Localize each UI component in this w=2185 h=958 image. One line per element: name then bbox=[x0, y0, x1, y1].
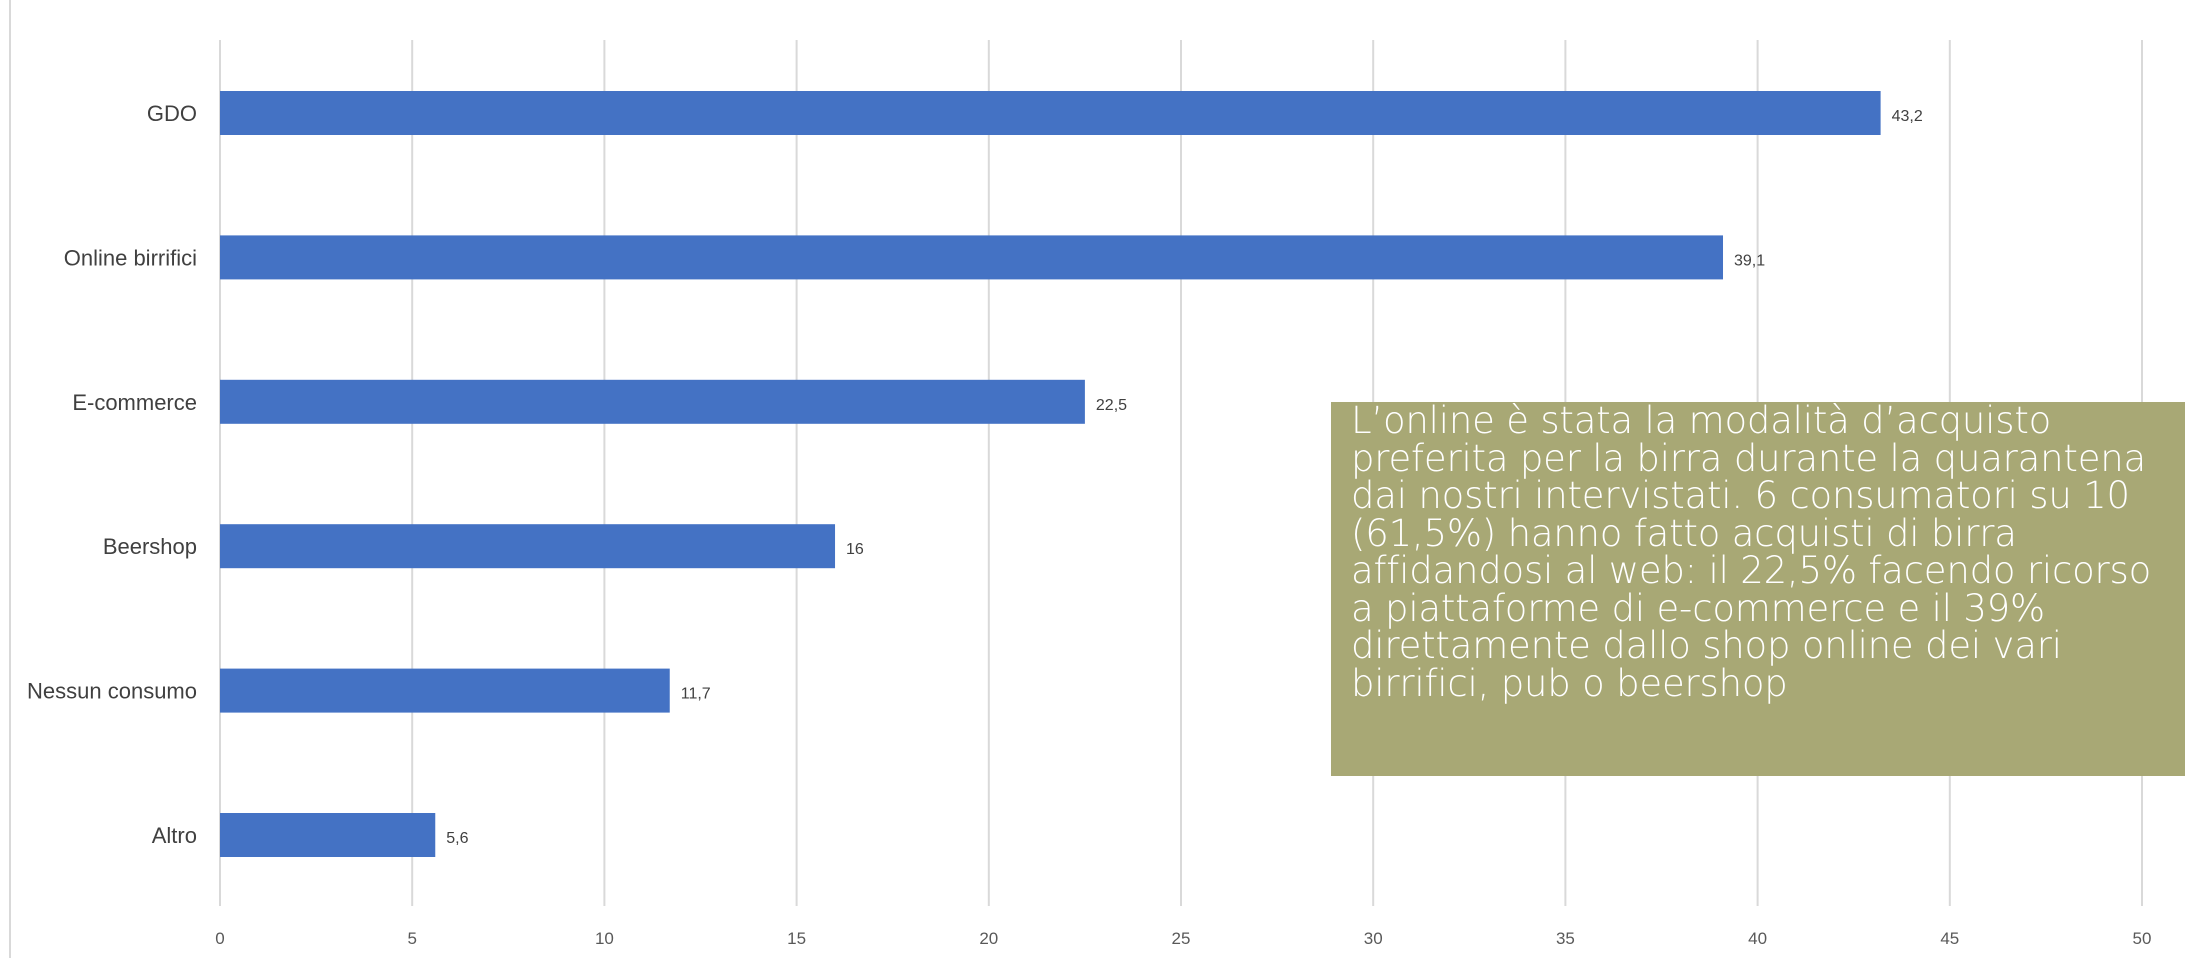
category-label: Nessun consumo bbox=[27, 679, 197, 704]
x-tick-label: 25 bbox=[1172, 929, 1191, 948]
bar bbox=[220, 379, 1085, 424]
x-tick-label: 10 bbox=[595, 929, 614, 948]
bar bbox=[220, 235, 1724, 280]
category-label: GDO bbox=[147, 101, 197, 126]
bar bbox=[220, 813, 436, 857]
callout-text: L’online è stata la modalità d’acquisto … bbox=[1351, 399, 2152, 705]
x-tick-label: 30 bbox=[1364, 929, 1383, 948]
data-label: 11,7 bbox=[681, 686, 711, 703]
data-label: 16 bbox=[846, 541, 864, 558]
category-label: E-commerce bbox=[72, 390, 197, 415]
category-label: Beershop bbox=[103, 534, 197, 559]
category-label: Altro bbox=[152, 823, 197, 848]
x-tick-label: 0 bbox=[215, 929, 224, 948]
data-label: 43,2 bbox=[1892, 108, 1923, 125]
data-label: 22,5 bbox=[1096, 397, 1127, 414]
x-tick-label: 40 bbox=[1748, 929, 1767, 948]
x-tick-label: 5 bbox=[407, 929, 416, 948]
x-tick-label: 35 bbox=[1556, 929, 1575, 948]
callout-box: L’online è stata la modalità d’acquisto … bbox=[1331, 402, 2185, 776]
bar bbox=[220, 524, 836, 569]
bar bbox=[220, 668, 670, 713]
x-tick-label: 20 bbox=[979, 929, 998, 948]
x-tick-label: 15 bbox=[787, 929, 806, 948]
data-label: 5,6 bbox=[446, 830, 468, 847]
x-tick-label: 45 bbox=[1940, 929, 1959, 948]
x-tick-label: 50 bbox=[2133, 929, 2152, 948]
category-label: Online birrifici bbox=[64, 245, 197, 270]
bar bbox=[220, 91, 1881, 135]
data-label: 39,1 bbox=[1734, 252, 1765, 269]
